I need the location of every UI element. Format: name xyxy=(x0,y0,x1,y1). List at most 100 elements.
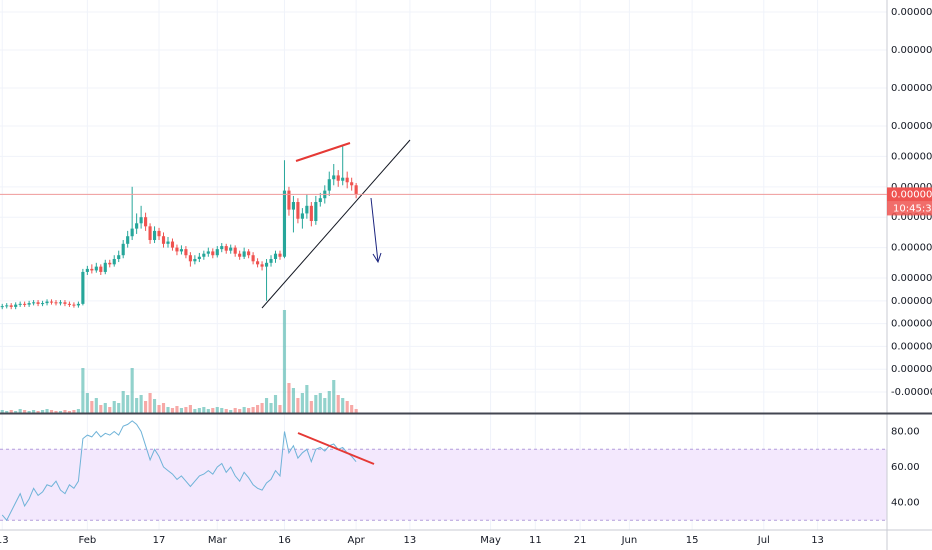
candle-body xyxy=(76,303,80,306)
candle-body xyxy=(282,190,287,257)
candle-body xyxy=(300,213,304,219)
volume-bar xyxy=(130,368,134,413)
arrow-line xyxy=(370,197,379,263)
y-tick-label: -0.00000000 xyxy=(891,387,932,398)
candle-body xyxy=(327,179,331,191)
volume-bar xyxy=(166,407,170,413)
volume-bar xyxy=(126,395,130,413)
volume-bar xyxy=(18,409,22,413)
candle-body xyxy=(224,246,228,251)
volume-bar xyxy=(269,403,273,413)
x-tick-label: 21 xyxy=(574,535,587,546)
volume-bar xyxy=(179,408,183,413)
candle-body xyxy=(345,177,349,183)
candle-body xyxy=(85,268,89,272)
volume-bar xyxy=(9,410,13,413)
volume-bar xyxy=(238,409,242,413)
x-tick-label: 15 xyxy=(686,535,699,546)
volume-bar xyxy=(251,407,255,413)
candle-body xyxy=(193,259,197,262)
candle-body xyxy=(166,241,170,244)
rsi-line xyxy=(1,420,357,522)
volume-bar xyxy=(103,403,107,413)
volume-bar xyxy=(58,411,63,413)
volume-bar xyxy=(229,410,233,413)
volume-bar xyxy=(287,383,291,413)
volume-bar xyxy=(90,401,94,413)
volume-bar xyxy=(318,393,322,413)
candle-body xyxy=(157,230,161,237)
candle-body xyxy=(90,268,94,271)
candle-body xyxy=(99,266,103,272)
arrow-head xyxy=(372,252,382,264)
candle-body xyxy=(18,303,22,305)
rsi-group xyxy=(1,420,357,522)
volume-bar xyxy=(144,401,148,413)
volume-bar xyxy=(27,411,31,413)
volume-bar xyxy=(282,310,287,413)
volume-group xyxy=(0,310,358,413)
y-tick-label: 0.00000400 xyxy=(891,83,932,94)
candle-body xyxy=(278,253,282,257)
candle-body xyxy=(126,236,130,244)
candle-body xyxy=(202,253,206,257)
volume-bar xyxy=(85,393,89,413)
volume-bar xyxy=(332,380,336,413)
x-tick-label: 11 xyxy=(529,535,542,546)
y-tick-label: 0.00000310 xyxy=(891,151,932,162)
candle-body xyxy=(336,175,340,181)
volume-bar xyxy=(49,410,54,413)
rsi-tick-label: 80.00 xyxy=(891,427,920,438)
candle-body xyxy=(309,205,313,222)
volume-bar xyxy=(242,407,246,413)
candle-body xyxy=(121,243,125,256)
candle-body xyxy=(103,262,107,272)
candle-body xyxy=(260,264,264,267)
candles-group xyxy=(0,145,358,310)
volume-bar xyxy=(220,408,224,413)
trend-line xyxy=(261,139,411,309)
x-tick-label: May xyxy=(480,535,501,546)
volume-bar xyxy=(76,409,80,413)
x-tick-label: Jul xyxy=(757,535,770,546)
x-tick-label: Mar xyxy=(208,535,228,546)
x-tick-label: 13 xyxy=(0,535,9,546)
volume-bar xyxy=(139,395,143,413)
candle-body xyxy=(305,205,309,214)
y-tick-label: 0.00000090 xyxy=(891,319,932,330)
volume-bar xyxy=(170,408,175,413)
volume-bar xyxy=(81,368,85,413)
volume-bar xyxy=(341,398,345,413)
y-tick-label: 0.00000120 xyxy=(891,296,932,307)
rsi-band-group xyxy=(0,448,887,521)
volume-bar xyxy=(327,391,331,413)
candle-body xyxy=(242,251,246,257)
volume-bar xyxy=(72,410,76,413)
volume-bar xyxy=(314,395,318,413)
volume-bar xyxy=(32,410,36,413)
volume-bar xyxy=(296,398,300,413)
volume-bar xyxy=(112,401,116,413)
volume-bar xyxy=(345,401,349,413)
volume-bar xyxy=(45,409,49,413)
candle-body xyxy=(247,251,251,256)
volume-bar xyxy=(309,401,313,413)
volume-bar xyxy=(350,405,354,413)
x-tick-label: 16 xyxy=(278,535,291,546)
volume-bar xyxy=(14,411,18,413)
volume-bar xyxy=(117,403,121,413)
volume-bar xyxy=(224,409,228,413)
candle-body xyxy=(148,226,152,241)
volume-bar xyxy=(161,403,166,413)
volume-bar xyxy=(260,403,264,413)
candle-body xyxy=(211,251,215,256)
y-tick-label: 0.00000150 xyxy=(891,273,932,284)
volume-bar xyxy=(193,409,197,413)
x-tick-label: Feb xyxy=(78,535,96,546)
candle-body xyxy=(94,266,98,271)
volume-bar xyxy=(135,398,139,413)
candle-body xyxy=(264,262,269,267)
x-tick-label: 13 xyxy=(404,535,417,546)
volume-bar xyxy=(67,411,72,413)
rsi-tick-label: 40.00 xyxy=(891,498,920,509)
